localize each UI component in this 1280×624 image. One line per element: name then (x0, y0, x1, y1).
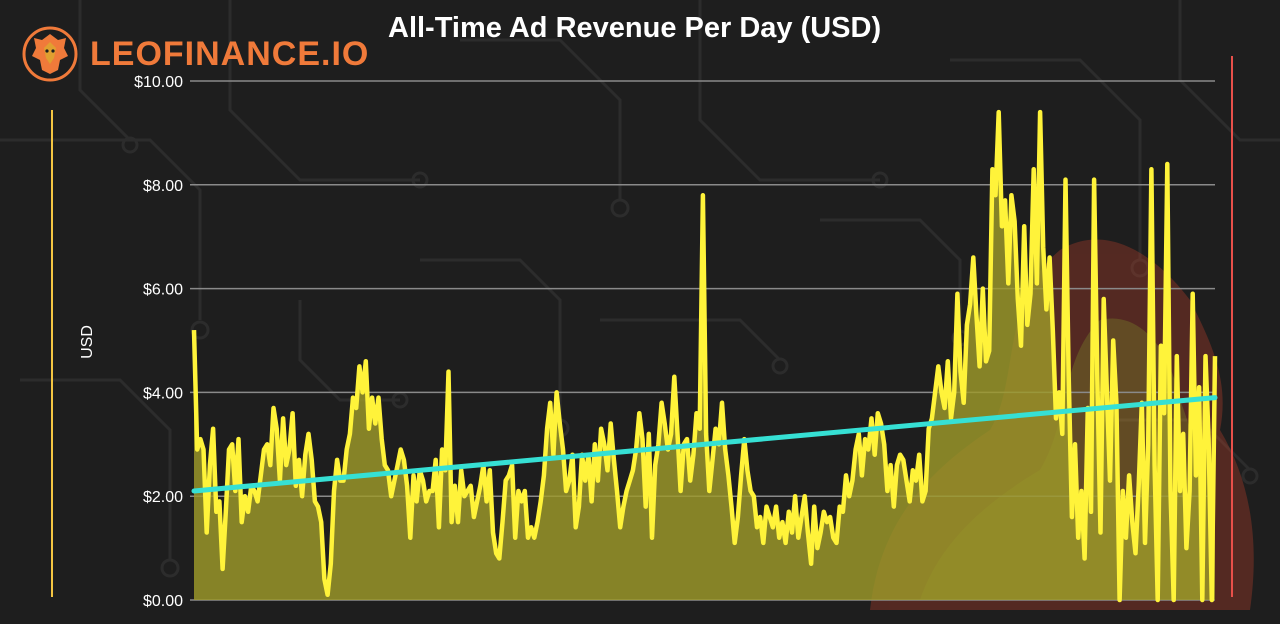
brand-name: LEOFINANCE.IO (90, 34, 370, 73)
revenue-series-line (191, 109, 1218, 603)
y-tick-label: $0.00 (143, 593, 183, 610)
brand-logo: LEOFINANCE.IO (22, 26, 369, 82)
y-tick-label: $4.00 (143, 385, 183, 402)
trend-line (191, 395, 1218, 494)
y-tick-label: $10.00 (134, 74, 183, 91)
y-tick-label: $8.00 (143, 178, 183, 195)
y-axis-label: USD (79, 325, 96, 359)
y-tick-label: $6.00 (143, 282, 183, 299)
lion-icon (22, 26, 78, 82)
chart-title: All-Time Ad Revenue Per Day (USD) (388, 12, 882, 44)
y-tick-label: $2.00 (143, 489, 183, 506)
